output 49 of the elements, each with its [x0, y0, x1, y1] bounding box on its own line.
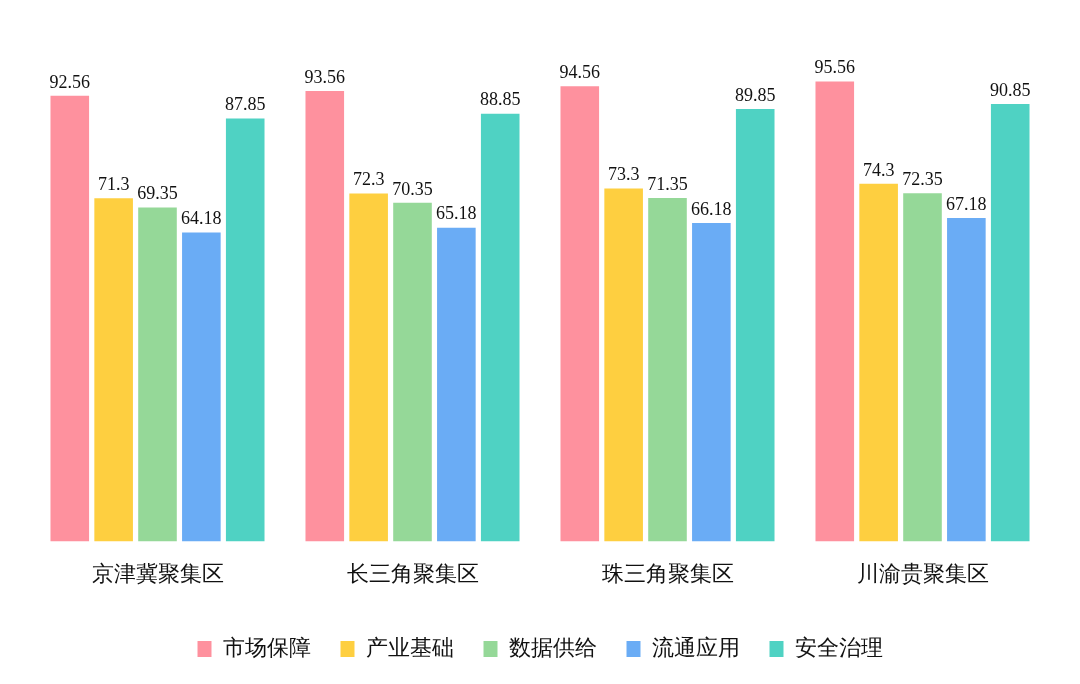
bar [50, 95, 90, 542]
bar [859, 183, 898, 542]
bar [182, 232, 221, 542]
data-label: 88.85 [479, 89, 521, 110]
data-label: 71.3 [97, 173, 130, 194]
data-label: 69.35 [137, 183, 178, 204]
legend-label: 安全治理 [794, 634, 883, 660]
legend-label: 市场保障 [222, 634, 311, 660]
x-tick-label: 川渝贵聚集区 [856, 560, 989, 586]
data-label: 92.56 [49, 71, 91, 92]
data-label: 90.85 [989, 79, 1031, 100]
data-label: 64.18 [181, 208, 222, 229]
bar [604, 188, 643, 542]
legend-label: 数据供给 [508, 634, 597, 660]
data-label: 74.3 [862, 159, 895, 180]
bar [692, 222, 731, 542]
bar [305, 91, 345, 542]
data-label: 66.18 [691, 198, 732, 219]
data-label: 72.3 [352, 169, 385, 190]
data-label: 65.18 [436, 203, 477, 224]
data-label: 70.35 [392, 178, 433, 199]
legend-label: 流通应用 [651, 634, 740, 660]
bar [648, 197, 687, 542]
data-label: 72.35 [902, 168, 943, 189]
x-tick-label: 长三角聚集区 [346, 560, 479, 586]
data-label: 71.35 [647, 173, 688, 194]
bar [990, 104, 1030, 542]
data-label: 87.85 [224, 94, 266, 115]
bar [480, 113, 520, 542]
legend-label: 产业基础 [365, 634, 454, 660]
bar [437, 227, 476, 542]
bar [903, 193, 942, 542]
bar [138, 207, 177, 542]
data-label: 95.56 [814, 57, 856, 78]
data-label: 93.56 [304, 66, 346, 87]
x-tick-label: 京津冀聚集区 [91, 560, 224, 586]
bar [947, 218, 986, 542]
data-label: 73.3 [607, 164, 640, 185]
bar [349, 193, 388, 542]
bar [735, 108, 775, 542]
bar [560, 86, 600, 542]
data-label: 67.18 [946, 193, 987, 214]
data-label: 94.56 [559, 61, 601, 82]
data-label: 89.85 [734, 84, 776, 105]
x-tick-label: 珠三角聚集区 [601, 560, 734, 586]
bar [94, 198, 133, 542]
bar [815, 81, 855, 542]
bar [225, 118, 265, 542]
bar [393, 202, 432, 542]
